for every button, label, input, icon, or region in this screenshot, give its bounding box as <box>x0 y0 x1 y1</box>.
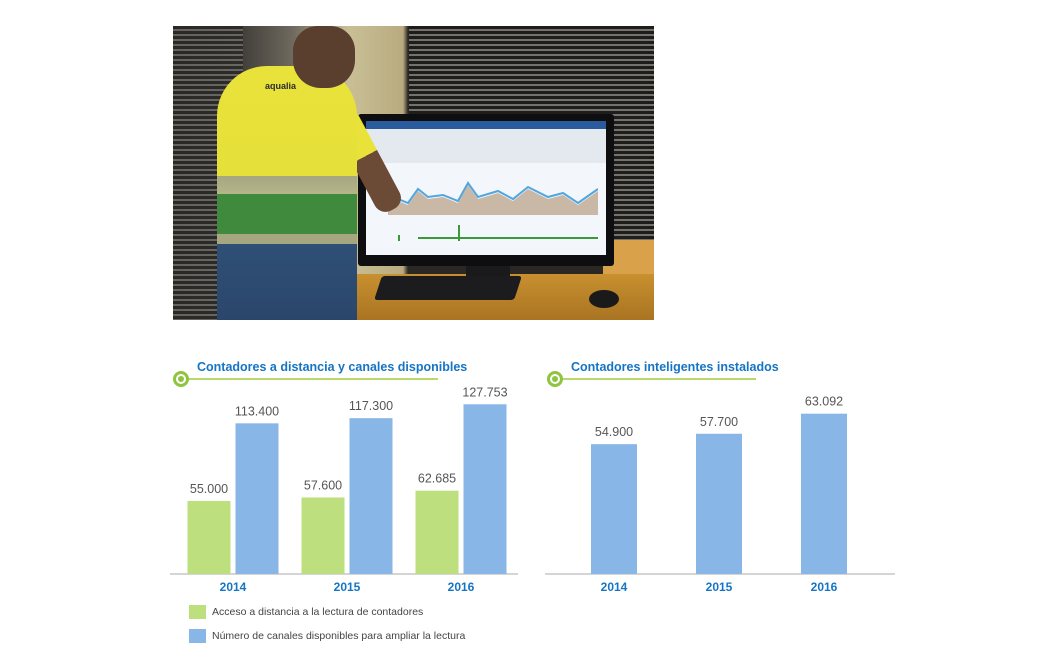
photo-head <box>293 26 355 88</box>
chart2-x-tick-label: 2015 <box>706 580 733 594</box>
chart2-value-label: 63.092 <box>805 395 843 409</box>
photo-screen-line-chart <box>388 181 598 215</box>
chart1-x-tick-label: 2016 <box>448 580 475 594</box>
chart2-bar-2015-s0 <box>696 433 742 574</box>
chart1-x-tick-label: 2014 <box>220 580 247 594</box>
chart2-x-tick-label: 2014 <box>601 580 628 594</box>
chart1-title-bullet-icon <box>173 371 189 387</box>
chart1-bar-2015-s1 <box>349 418 393 574</box>
legend-item-canales: Número de canales disponibles para ampli… <box>189 629 465 643</box>
photo-shirt <box>217 66 357 320</box>
chart1-bar-2014-s1 <box>235 423 279 574</box>
photo-screen-panel <box>366 129 606 163</box>
chart1-value-label: 57.600 <box>304 478 342 492</box>
chart1-value-label: 127.753 <box>462 385 507 399</box>
legend-label-canales: Número de canales disponibles para ampli… <box>212 630 466 642</box>
chart1-bar-2016-s0 <box>415 490 459 574</box>
chart2-value-label: 54.900 <box>595 425 633 439</box>
photo-worker-at-monitor: aqualia <box>173 26 654 320</box>
photo-mouse <box>589 290 619 308</box>
chart2-bar-chart: 54.900 2014 57.700 2015 63.092 2016 <box>545 395 895 594</box>
photo-shirt-logo: aqualia <box>265 81 297 91</box>
chart1-value-label: 55.000 <box>190 482 228 496</box>
chart1-value-label: 62.685 <box>418 472 456 486</box>
chart2-x-tick-label: 2016 <box>811 580 838 594</box>
chart1-bar-2015-s0 <box>301 497 345 574</box>
chart1-value-label: 117.300 <box>349 399 393 413</box>
chart1-title: Contadores a distancia y canales disponi… <box>197 360 468 374</box>
chart1-bar-2016-s1 <box>463 404 507 574</box>
chart1-bar-2014-s0 <box>187 500 231 574</box>
chart2-bar-2014-s0 <box>591 444 637 574</box>
photo-screen <box>366 121 606 255</box>
legend-swatch-green <box>189 605 206 619</box>
chart1-value-label: 113.400 <box>235 404 279 418</box>
chart2-title: Contadores inteligentes instalados <box>571 360 779 374</box>
photo-screen-header <box>366 121 606 129</box>
legend-label-acceso: Acceso a distancia a la lectura de conta… <box>212 606 424 618</box>
chart2-title-underline <box>556 378 756 380</box>
chart1-title-underline <box>182 378 438 380</box>
photo-keyboard <box>374 276 522 300</box>
chart2-bar-2016-s0 <box>801 413 847 574</box>
photo-screen-bar-chart <box>398 225 598 241</box>
chart1-bar-chart: 55.000 113.400 2014 57.600 117.300 2015 62.685… <box>170 385 518 594</box>
chart2-title-bullet-icon <box>547 371 563 387</box>
legend-swatch-blue <box>189 629 206 643</box>
chart2-value-label: 57.700 <box>700 415 738 429</box>
legend-item-acceso: Acceso a distancia a la lectura de conta… <box>189 605 423 619</box>
chart1-x-tick-label: 2015 <box>334 580 361 594</box>
